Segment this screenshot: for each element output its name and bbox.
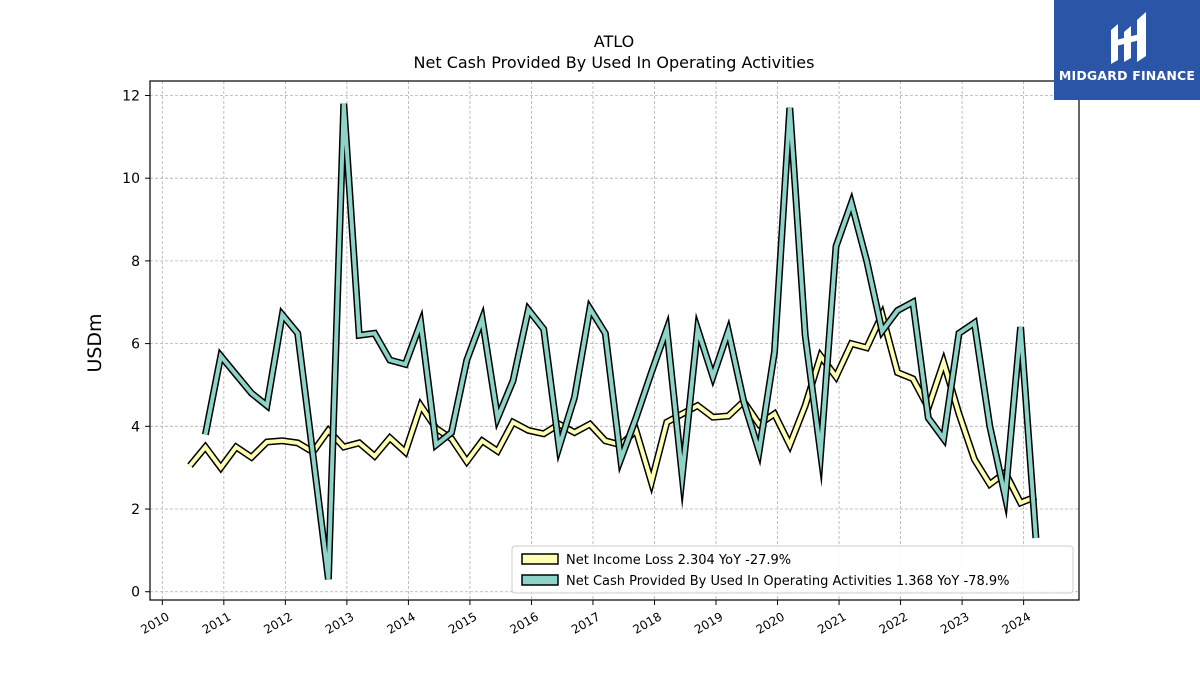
y-tick-label: 4 <box>131 419 140 435</box>
x-tick-label: 2021 <box>815 609 848 636</box>
x-tick-label: 2017 <box>569 609 602 636</box>
brand-logo: MIDGARD FINANCE <box>1054 0 1200 100</box>
x-tick-label: 2023 <box>938 609 971 636</box>
y-tick-label: 6 <box>131 337 140 353</box>
legend-box <box>511 545 1074 594</box>
legend-swatch <box>521 553 559 565</box>
x-tick-label: 2016 <box>507 609 540 636</box>
chart-title: ATLO <box>594 32 634 51</box>
grid-lines <box>150 81 1079 600</box>
legend-swatch <box>521 574 559 586</box>
brand-mark-icon <box>1111 12 1146 64</box>
x-tick-label: 2024 <box>1000 609 1033 636</box>
x-tick-label: 2014 <box>384 609 417 636</box>
x-tick-label: 2018 <box>631 609 664 636</box>
y-tick-label: 2 <box>131 502 140 518</box>
series-lines <box>187 103 1040 580</box>
brand-name: MIDGARD FINANCE <box>1058 68 1196 83</box>
y-tick-label: 12 <box>122 88 140 104</box>
x-tick-label: 2012 <box>261 609 294 636</box>
x-tick-label: 2013 <box>323 609 356 636</box>
chart-subtitle: Net Cash Provided By Used In Operating A… <box>414 53 815 72</box>
y-tick-label: 0 <box>131 585 140 601</box>
legend-label: Net Cash Provided By Used In Operating A… <box>566 574 1009 589</box>
series-line <box>203 103 1038 580</box>
y-axis: 0 2 4 6 8 10 12 <box>122 88 150 601</box>
plot-frame <box>149 80 1080 601</box>
x-tick-label: 2015 <box>446 609 479 636</box>
x-tick-label: 2022 <box>877 609 910 636</box>
y-axis-label: USDm <box>84 313 106 372</box>
series-net-cash-operating <box>201 103 1040 580</box>
x-tick-label: 2020 <box>754 609 787 636</box>
y-tick-label: 8 <box>131 254 140 270</box>
legend-label: Net Income Loss 2.304 YoY -27.9% <box>566 553 791 568</box>
x-tick-label: 2011 <box>200 609 233 636</box>
y-tick-label: 10 <box>122 171 140 187</box>
x-tick-label: 2019 <box>692 609 725 636</box>
legend: Net Income Loss 2.304 YoY -27.9% Net Cash… <box>511 545 1074 594</box>
x-axis: 2010 2011 2012 2013 2014 2015 2016 2017 2018 2019… <box>138 600 1033 637</box>
x-tick-label: 2010 <box>138 609 171 636</box>
